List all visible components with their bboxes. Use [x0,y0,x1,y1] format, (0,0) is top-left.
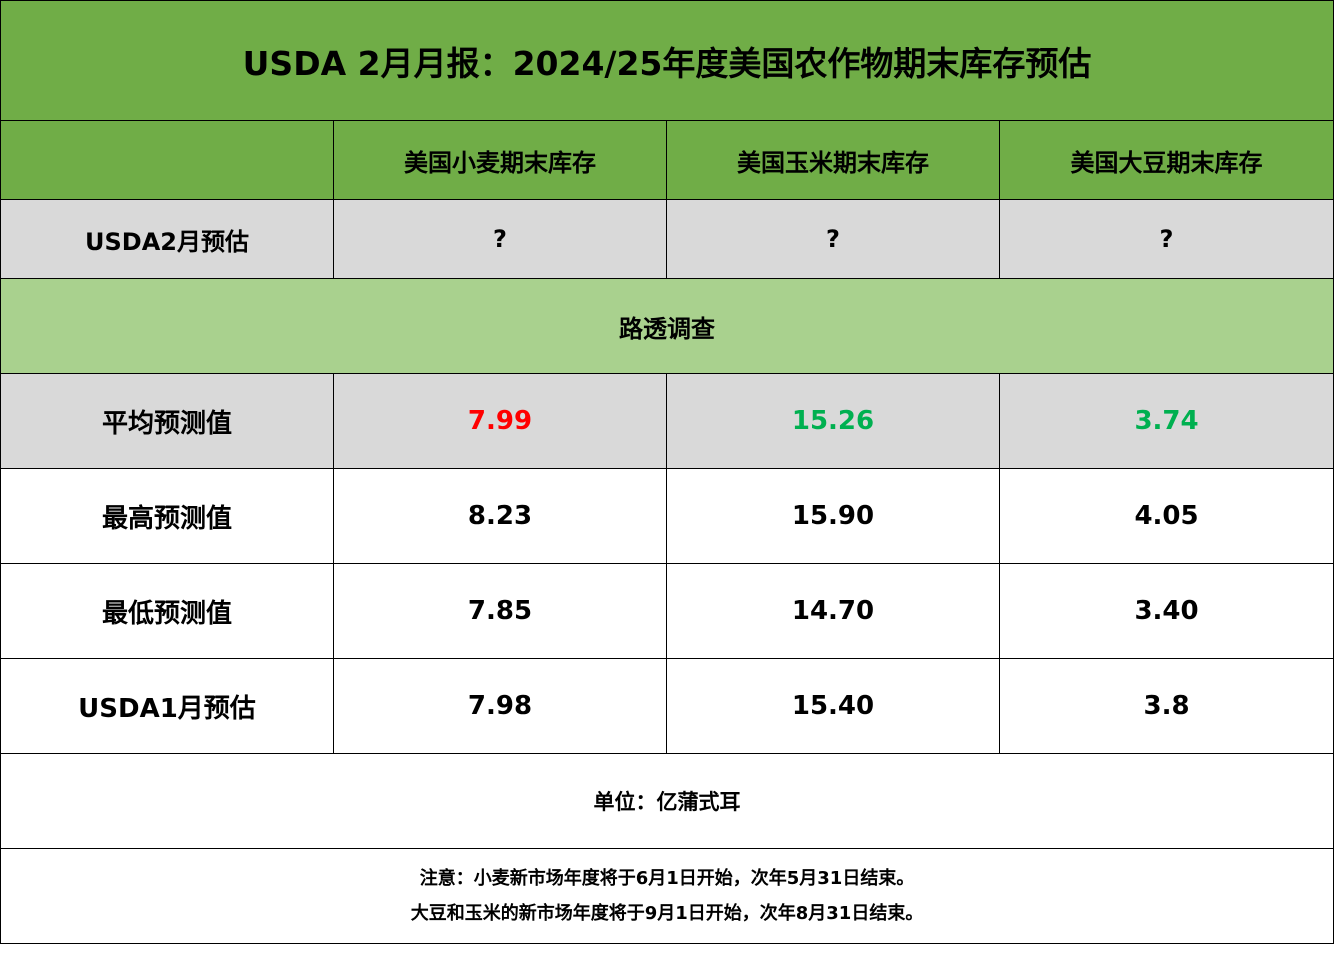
cell-wheat: 7.98 [333,658,667,754]
cell-wheat: ? [333,199,667,279]
header-blank [0,120,334,200]
cell-corn: 15.40 [666,658,1000,754]
header-wheat: 美国小麦期末库存 [333,120,667,200]
note-line-2: 大豆和玉米的新市场年度将于9月1日开始，次年8月31日结束。 [410,903,924,924]
unit-label: 单位：亿蒲式耳 [0,753,1334,849]
note-line-1: 注意：小麦新市场年度将于6月1日开始，次年5月31日结束。 [419,868,915,889]
row-label: USDA1月预估 [0,658,334,754]
cell-wheat: 8.23 [333,468,667,564]
header-row: 美国小麦期末库存 美国玉米期末库存 美国大豆期末库存 [0,120,1334,200]
table-row-usda-feb: USDA2月预估 ? ? ? [0,199,1334,279]
row-label: 平均预测值 [0,373,334,469]
table-row-avg: 平均预测值 7.99 15.26 3.74 [0,373,1334,469]
cell-wheat: 7.85 [333,563,667,659]
table-row-usda-jan: USDA1月预估 7.98 15.40 3.8 [0,658,1334,754]
cell-soybean: ? [998,199,1334,279]
row-label: USDA2月预估 [0,199,334,279]
table-title: USDA 2月月报：2024/25年度美国农作物期末库存预估 [0,0,1334,121]
header-corn: 美国玉米期末库存 [666,120,1000,200]
cell-soybean: 3.40 [998,563,1334,659]
table-row-low: 最低预测值 7.85 14.70 3.40 [0,563,1334,659]
table-row-high: 最高预测值 8.23 15.90 4.05 [0,468,1334,564]
cell-corn: ? [666,199,1000,279]
cell-corn: 15.26 [666,373,1000,469]
note-row: 注意：小麦新市场年度将于6月1日开始，次年5月31日结束。 大豆和玉米的新市场年… [0,848,1334,944]
reuters-survey-label: 路透调查 [0,278,1334,374]
row-label: 最低预测值 [0,563,334,659]
cell-wheat: 7.99 [333,373,667,469]
cell-soybean: 4.05 [998,468,1334,564]
reuters-section-row: 路透调查 [0,278,1334,374]
cell-corn: 14.70 [666,563,1000,659]
row-label: 最高预测值 [0,468,334,564]
note-cell: 注意：小麦新市场年度将于6月1日开始，次年5月31日结束。 大豆和玉米的新市场年… [0,848,1334,944]
cell-soybean: 3.8 [998,658,1334,754]
unit-row: 单位：亿蒲式耳 [0,753,1334,849]
cell-soybean: 3.74 [998,373,1334,469]
cell-corn: 15.90 [666,468,1000,564]
header-soybean: 美国大豆期末库存 [998,120,1334,200]
